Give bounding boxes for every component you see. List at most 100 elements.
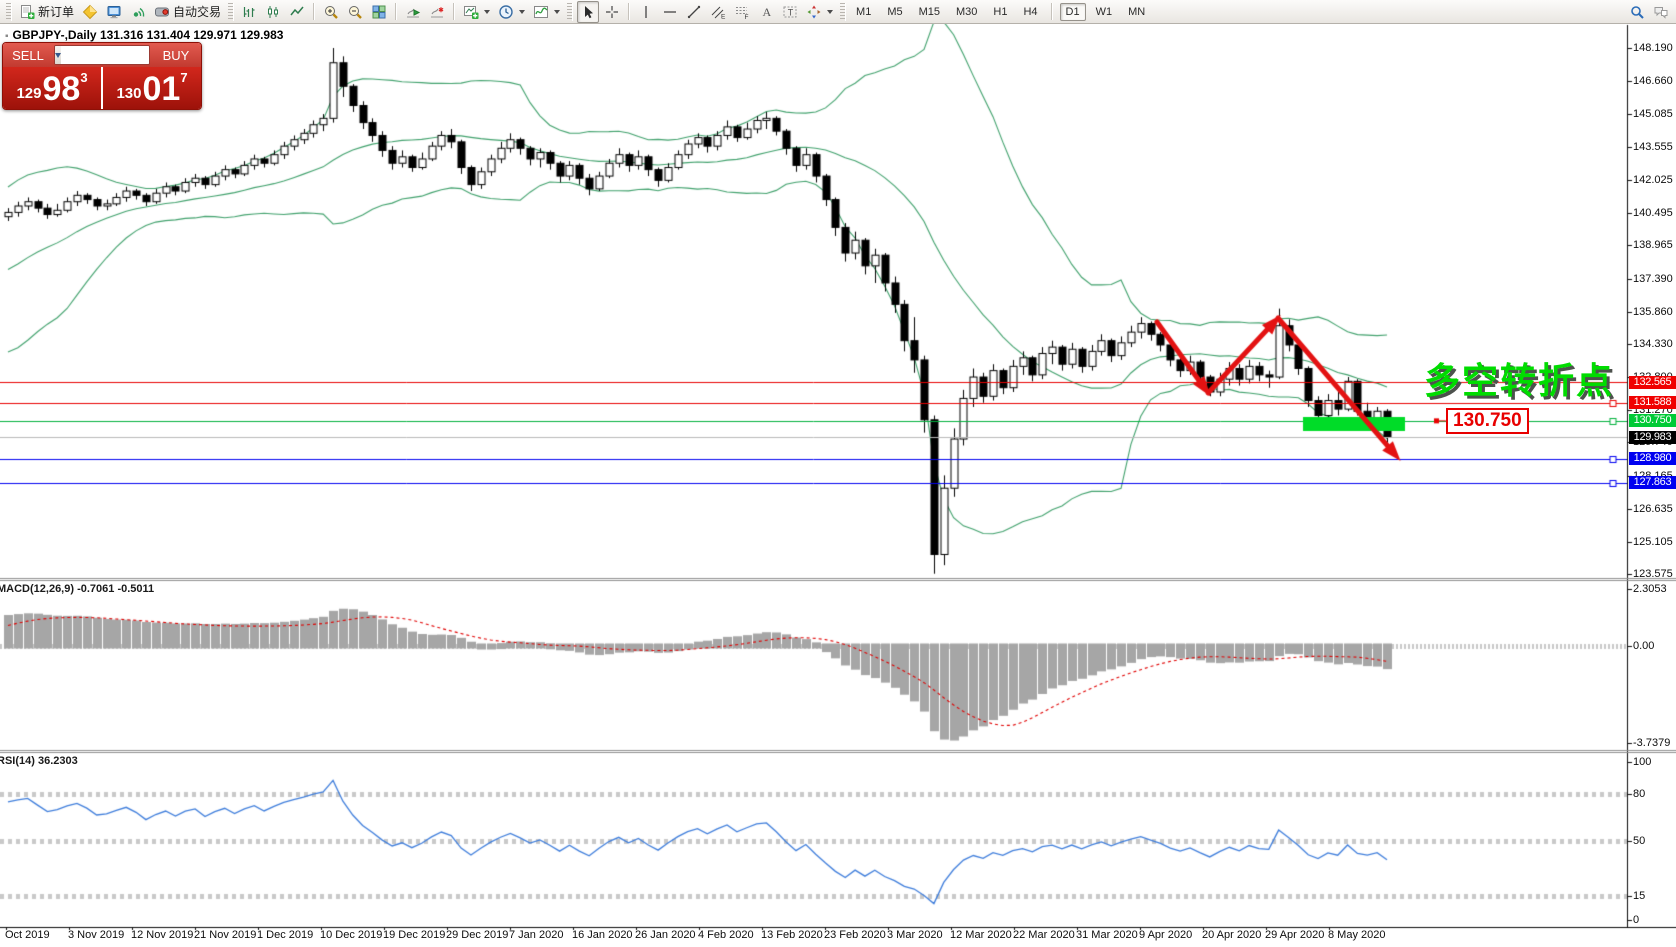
- auto-trading-icon: [155, 7, 170, 16]
- price-level-label-129.983: 129.983: [1629, 430, 1676, 444]
- timeframe-m1[interactable]: M1: [856, 5, 872, 18]
- text-icon: A: [763, 5, 772, 19]
- toolbar-grip[interactable]: [567, 2, 574, 21]
- date-label: 1 Dec 2019: [257, 929, 314, 941]
- trendline-icon: [687, 5, 701, 18]
- caret-down-icon: [55, 52, 61, 58]
- line-chart-type-icon: [290, 6, 304, 15]
- vertical-line-tool-button[interactable]: [635, 2, 657, 22]
- price-tick-label: 148.190: [1633, 42, 1673, 54]
- zoom-in-button[interactable]: [320, 2, 342, 22]
- cursor-tool-button[interactable]: [577, 0, 600, 23]
- date-label: 22 Mar 2020: [1013, 929, 1075, 941]
- tile-windows-icon: [372, 5, 386, 18]
- chart-symbol-period: GBPJPY-,Daily: [12, 28, 97, 42]
- date-label: 19 Dec 2019: [383, 929, 446, 941]
- timeframe-m5[interactable]: M5: [887, 5, 903, 18]
- sell-price-main: 98: [42, 70, 81, 108]
- signal-button[interactable]: [127, 2, 149, 22]
- auto-scroll-button[interactable]: [402, 2, 424, 22]
- new-chart-button[interactable]: [460, 2, 493, 22]
- date-label: 29 Apr 2020: [1265, 929, 1325, 941]
- date-label: 4 Feb 2020: [698, 929, 754, 941]
- chart-ohlc-values: 131.316 131.404 129.971 129.983: [99, 28, 284, 42]
- toolbar-grip[interactable]: [228, 2, 235, 21]
- price-tick-label: 138.965: [1633, 239, 1673, 252]
- bar-chart-type-icon: [243, 6, 255, 17]
- arrows-tool-button[interactable]: [803, 2, 836, 22]
- chart-period-button[interactable]: [495, 2, 528, 22]
- terminal-button[interactable]: [103, 2, 125, 22]
- price-tick-label: 142.025: [1633, 173, 1673, 186]
- horizontal-line-tool-button[interactable]: [659, 2, 681, 22]
- tile-windows-button[interactable]: [368, 2, 390, 22]
- sell-button[interactable]: SELL: [12, 47, 44, 63]
- price-level-label-128.980: 128.980: [1629, 452, 1676, 466]
- timeframe-h1[interactable]: H1: [993, 5, 1008, 18]
- chart-shift-icon: [431, 6, 444, 17]
- candlestick-chart-type-icon: [268, 5, 279, 18]
- buy-price[interactable]: 130 01 7: [103, 67, 201, 109]
- toolbar-grip[interactable]: [840, 2, 847, 21]
- toolbar: 新订单 自动交易: [0, 0, 1676, 24]
- sell-price[interactable]: 129 98 3: [3, 67, 101, 109]
- timeframe-h4[interactable]: H4: [1023, 5, 1038, 18]
- metaquotes-icon: [82, 4, 98, 19]
- timeframe-mn[interactable]: MN: [1128, 5, 1146, 18]
- text-tool-button[interactable]: A: [755, 2, 777, 22]
- indicators-icon: [534, 5, 549, 18]
- rsi-tick-label: 50: [1633, 835, 1646, 847]
- toolbar-separator: [628, 3, 631, 20]
- line-chart-type-button[interactable]: [286, 2, 308, 22]
- text-label-tool-button[interactable]: T: [779, 2, 801, 22]
- buy-button[interactable]: BUY: [162, 47, 190, 63]
- timeframe-m30[interactable]: M30: [956, 5, 978, 18]
- metaquotes-button[interactable]: [79, 2, 101, 22]
- new-chart-icon: [464, 5, 479, 19]
- date-label: 26 Jan 2020: [635, 929, 696, 941]
- zoom-out-button[interactable]: [344, 2, 366, 22]
- price-level-callout[interactable]: 130.750: [1446, 408, 1529, 434]
- price-divider: [101, 67, 103, 109]
- vertical-line-icon: [645, 5, 647, 18]
- chat-button[interactable]: [1650, 2, 1672, 22]
- zoom-out-icon: [349, 5, 362, 19]
- trendline-tool-button[interactable]: [683, 2, 705, 22]
- trade-panel-price-row: 129 98 3 130 01 7: [3, 67, 201, 109]
- price-tick-label: 123.575: [1633, 568, 1673, 581]
- crosshair-tool-button[interactable]: [601, 2, 623, 22]
- rsi-tick-label: 15: [1633, 890, 1646, 903]
- chart-shift-button[interactable]: [426, 2, 448, 22]
- date-label: 21 Nov 2019: [194, 929, 257, 941]
- bar-chart-type-button[interactable]: [238, 2, 260, 22]
- volume-input[interactable]: [61, 46, 149, 64]
- search-icon: [1631, 5, 1644, 19]
- buy-price-main: 01: [142, 70, 181, 108]
- timeframe-m15[interactable]: M15: [918, 5, 940, 18]
- chat-icon: [1654, 6, 1668, 19]
- price-tick-label: 134.330: [1633, 338, 1673, 351]
- timeframe-d1[interactable]: D1: [1059, 2, 1086, 21]
- terminal-icon: [107, 5, 121, 18]
- toolbar-grip[interactable]: [6, 2, 12, 21]
- arrows-icon: [807, 5, 821, 18]
- equidistant-channel-icon: E: [711, 6, 726, 20]
- price-level-label-132.565: 132.565: [1629, 375, 1676, 389]
- timeframe-w1[interactable]: W1: [1095, 5, 1113, 18]
- search-button[interactable]: [1626, 2, 1648, 22]
- candlestick-chart-type-button[interactable]: [262, 2, 284, 22]
- auto-trading-button[interactable]: 自动交易: [151, 2, 224, 22]
- macd-tick-label: -3.7379: [1633, 737, 1671, 749]
- indicators-button[interactable]: [530, 2, 563, 22]
- new-order-button[interactable]: 新订单: [16, 2, 77, 22]
- zoom-in-icon: [325, 5, 338, 19]
- volume-decrease-button[interactable]: [55, 46, 61, 64]
- date-label: 29 Dec 2019: [446, 929, 509, 941]
- rsi-indicator-label: RSI(14) 36.2303: [0, 755, 78, 767]
- dropdown-caret-icon: [519, 9, 526, 14]
- fibonacci-tool-button[interactable]: F: [731, 2, 753, 22]
- cursor-icon: [585, 5, 594, 18]
- channel-tool-button[interactable]: E: [707, 2, 729, 22]
- price-tick-label: 125.105: [1633, 535, 1673, 548]
